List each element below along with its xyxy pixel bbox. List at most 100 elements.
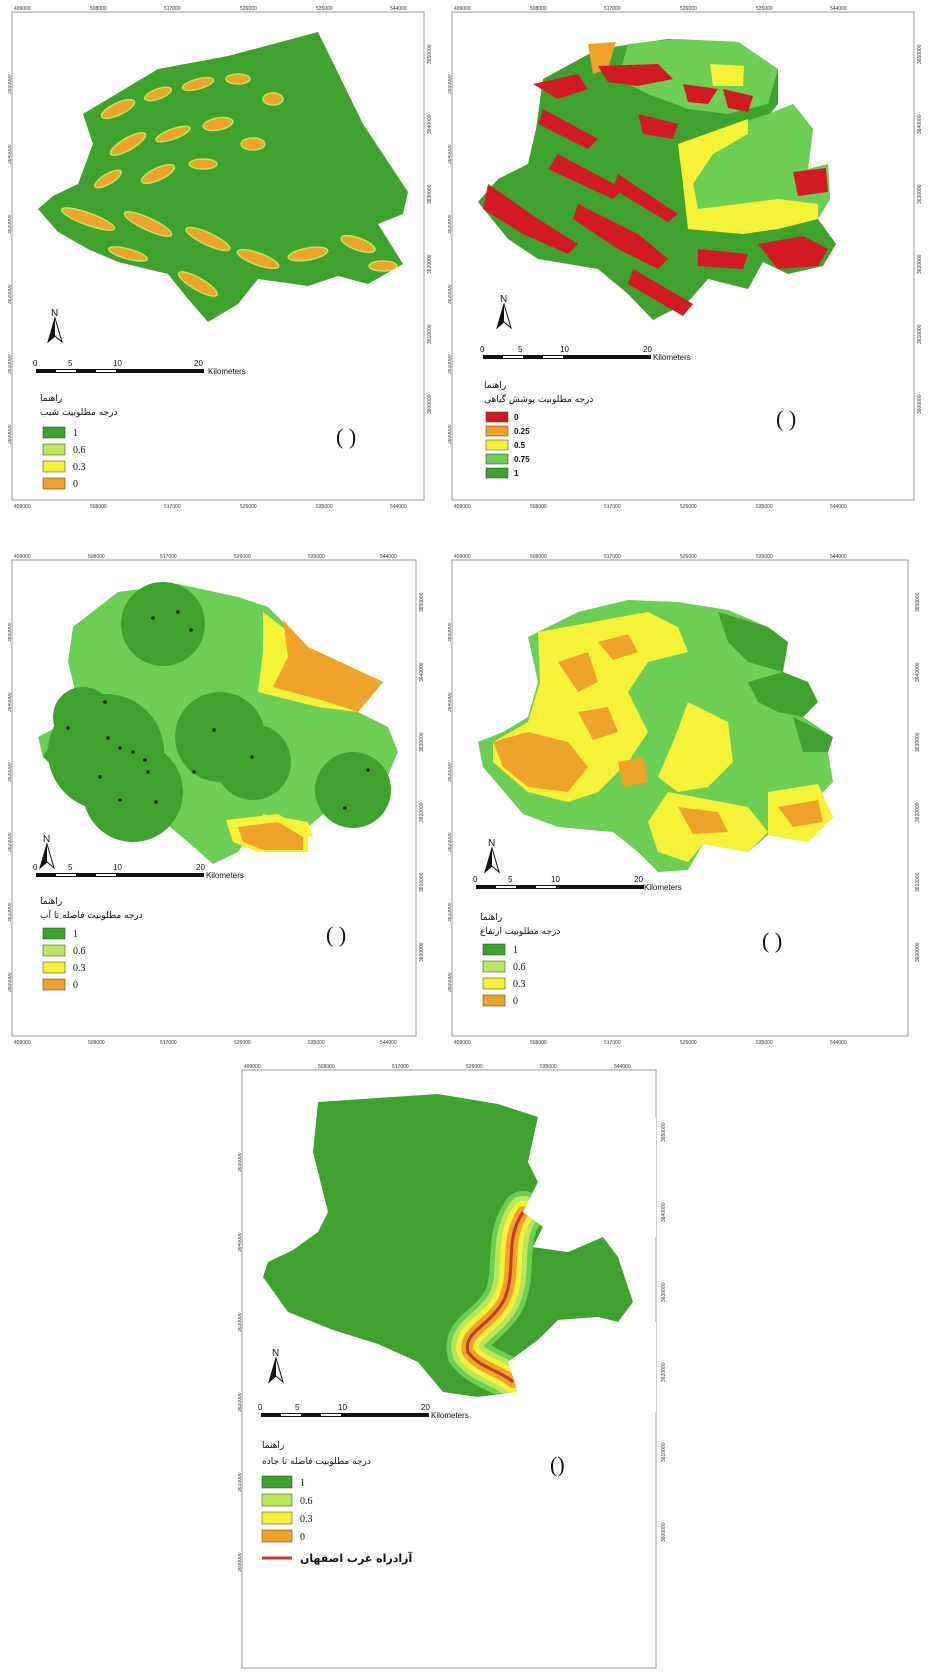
x-tick-labels-bottom: 499000 508000 517000 526000 535000 54400… [454, 504, 847, 510]
svg-text:508000: 508000 [530, 554, 547, 560]
svg-text:517000: 517000 [604, 504, 621, 510]
svg-text:درجه مطلوبیت فاصله تا آب: درجه مطلوبیت فاصله تا آب [40, 909, 143, 921]
svg-text:499000: 499000 [454, 504, 471, 510]
svg-text:آزادراه غرب اصفهان: آزادراه غرب اصفهان [300, 1551, 413, 1565]
svg-text:3620000: 3620000 [661, 1362, 666, 1382]
svg-text:N: N [43, 834, 50, 845]
svg-text:3610000: 3610000 [448, 354, 453, 374]
svg-text:535000: 535000 [316, 504, 333, 510]
svg-text:3620000: 3620000 [448, 284, 453, 304]
water-distance-map-region [38, 582, 398, 864]
svg-text:1: 1 [73, 428, 78, 439]
svg-text:0: 0 [33, 359, 38, 368]
figure-label: ( ) [762, 928, 782, 953]
svg-text:517000: 517000 [604, 1040, 621, 1046]
svg-text:535000: 535000 [316, 6, 333, 12]
vegetation-map-region [478, 39, 836, 320]
svg-text:0.6: 0.6 [300, 1496, 313, 1507]
svg-text:526000: 526000 [234, 1040, 251, 1046]
svg-text:544000: 544000 [390, 6, 407, 12]
scale-bar: 0 5 10 20 Kilometers [258, 1403, 469, 1420]
x-tick-labels-top: 499000 508000 517000 526000 535000 54400… [244, 1064, 631, 1070]
svg-text:508000: 508000 [90, 6, 107, 12]
svg-text:3600000: 3600000 [661, 1522, 666, 1542]
svg-text:517000: 517000 [164, 504, 181, 510]
svg-text:0: 0 [473, 875, 478, 884]
svg-text:3620000: 3620000 [238, 1392, 243, 1412]
svg-text:544000: 544000 [380, 554, 397, 560]
svg-text:508000: 508000 [88, 554, 105, 560]
svg-text:1: 1 [73, 929, 78, 940]
svg-text:10: 10 [113, 863, 122, 872]
svg-text:3640000: 3640000 [915, 662, 921, 682]
svg-text:3600000: 3600000 [917, 394, 922, 414]
north-arrow: N [484, 838, 500, 874]
svg-text:544000: 544000 [614, 1064, 631, 1070]
svg-text:10: 10 [113, 359, 122, 368]
svg-text:3610000: 3610000 [448, 902, 453, 922]
svg-text:544000: 544000 [830, 554, 847, 560]
legend: راهنما درجه مطلوبیت پوشش گیاهی 0 0.25 0.… [484, 381, 593, 479]
road-distance-map-panel: 499000 508000 517000 526000 535000 54400… [238, 1062, 666, 1676]
svg-text:544000: 544000 [830, 504, 847, 510]
y-tick-labels-left: 3650000 3640000 3630000 3620000 3610000 … [238, 1152, 243, 1572]
svg-text:3610000: 3610000 [915, 872, 921, 892]
svg-text:544000: 544000 [390, 504, 407, 510]
svg-text:0: 0 [73, 479, 78, 490]
figure-label: ( ) [326, 922, 346, 947]
x-tick-labels-top: 499000 508000 517000 526000 535000 54400… [14, 554, 397, 560]
svg-text:0.3: 0.3 [73, 963, 86, 974]
svg-text:راهنما: راهنما [40, 394, 62, 404]
scale-bar: 0 5 10 20 Kilometers [480, 345, 691, 362]
legend: راهنما درجه مطلوبیت فاصله تا آب 1 0.6 0.… [40, 897, 143, 991]
svg-text:0.6: 0.6 [513, 962, 526, 973]
x-tick-labels-top: 499000 508000 517000 526000 535000 54400… [454, 554, 847, 560]
svg-text:535000: 535000 [756, 1040, 773, 1046]
legend: راهنما درجه مطلوبیت شیب 1 0.6 0.3 0 [40, 394, 117, 490]
svg-text:3650000: 3650000 [448, 622, 453, 642]
svg-text:درجه مطلوبیت پوشش گیاهی: درجه مطلوبیت پوشش گیاهی [484, 393, 593, 405]
svg-text:درجه مطلوبیت شیب: درجه مطلوبیت شیب [40, 408, 117, 418]
svg-text:3650000: 3650000 [238, 1152, 243, 1172]
svg-text:3640000: 3640000 [419, 662, 424, 682]
x-tick-labels-bottom: 499000 508000 517000 526000 535000 54400… [14, 504, 407, 510]
svg-text:20: 20 [634, 875, 643, 884]
svg-text:N: N [272, 1348, 279, 1359]
svg-text:3640000: 3640000 [8, 144, 13, 164]
svg-text:535000: 535000 [756, 554, 773, 560]
svg-text:3620000: 3620000 [915, 802, 921, 822]
svg-text:535000: 535000 [308, 1040, 325, 1046]
svg-text:3630000: 3630000 [661, 1282, 666, 1302]
svg-text:499000: 499000 [14, 6, 31, 12]
svg-text:0.3: 0.3 [73, 462, 86, 473]
svg-text:499000: 499000 [454, 554, 471, 560]
svg-text:5: 5 [295, 1403, 300, 1412]
highway-line [465, 1211, 525, 1384]
svg-text:3650000: 3650000 [427, 44, 432, 64]
svg-text:517000: 517000 [392, 1064, 409, 1070]
vegetation-map-panel: 499000 508000 517000 526000 535000 54400… [448, 4, 922, 514]
svg-text:508000: 508000 [530, 6, 547, 12]
svg-text:3640000: 3640000 [238, 1232, 243, 1252]
elevation-map-region [478, 600, 833, 872]
svg-text:526000: 526000 [234, 554, 251, 560]
svg-text:499000: 499000 [454, 6, 471, 12]
legend: راهنما درجه مطلوبیت فاصله تا جاده 1 0.6 … [261, 1441, 413, 1565]
svg-text:N: N [51, 308, 58, 319]
svg-text:508000: 508000 [530, 504, 547, 510]
svg-text:Kilometers: Kilometers [208, 367, 246, 376]
svg-text:3630000: 3630000 [915, 732, 921, 752]
svg-text:3640000: 3640000 [8, 692, 13, 712]
svg-text:20: 20 [194, 359, 203, 368]
x-tick-labels-bottom: 499000 508000 517000 526000 535000 54400… [14, 1040, 397, 1046]
svg-text:3600000: 3600000 [238, 1552, 243, 1572]
slope-map-region [38, 32, 408, 322]
y-tick-labels-right: 3650000 3640000 3630000 3620000 3610000 … [915, 592, 921, 962]
svg-text:535000: 535000 [756, 504, 773, 510]
scale-bar: 0 5 10 20 Kilometers [33, 359, 246, 376]
svg-text:20: 20 [421, 1403, 430, 1412]
svg-text:3630000: 3630000 [8, 214, 13, 234]
y-tick-labels-right: 3650000 3640000 3630000 3620000 3610000 … [917, 44, 922, 414]
svg-text:3610000: 3610000 [661, 1442, 666, 1462]
svg-text:1: 1 [300, 1478, 305, 1489]
